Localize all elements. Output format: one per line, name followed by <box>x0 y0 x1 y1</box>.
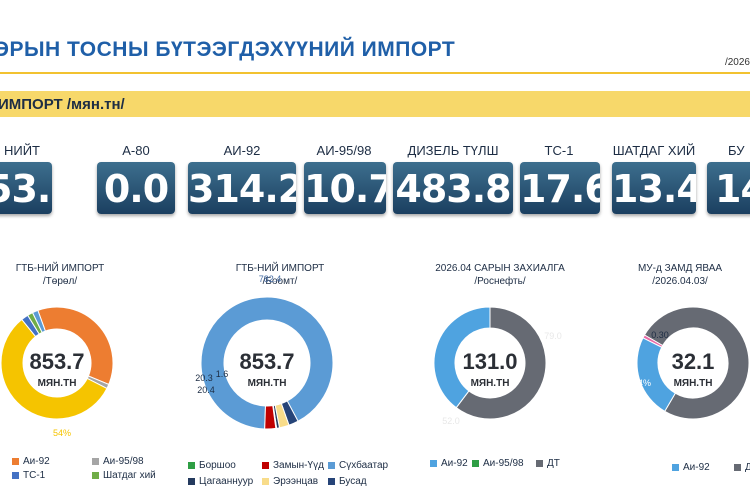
kpi-value-ts1: 17.6 <box>520 162 600 214</box>
kpi-label-other: БУ <box>728 143 745 158</box>
legend-swatch <box>188 477 195 485</box>
donut-center-value: 853.7 <box>239 349 294 374</box>
donut-data-label: 1.6 <box>216 369 229 379</box>
legend-item: Аи-95/98 <box>483 458 524 469</box>
donut-center-value: 32.1 <box>672 349 715 374</box>
donut-center-unit: МЯН.ТН <box>674 378 713 389</box>
kpi-label-ai92: АИ-92 <box>223 143 261 158</box>
donut-data-label: 52.0 <box>442 416 460 426</box>
kpi-label-ai95: АИ-95/98 <box>316 143 372 158</box>
donut-slice <box>31 309 47 334</box>
legend-swatch <box>12 471 19 479</box>
legend-swatch <box>188 461 195 469</box>
kpi-label-ts1: ТС-1 <box>544 143 574 158</box>
legend-item: Аи-92 <box>23 456 50 467</box>
legend-item: Замын-Үүд <box>273 460 324 471</box>
legend-swatch <box>262 477 269 485</box>
legend-swatch <box>672 463 679 471</box>
legend-item: Бусад <box>339 476 367 487</box>
chart3-title: 2026.04 САРЫН ЗАХИАЛГА <box>435 263 565 274</box>
chart1-subtitle: /Төрөл/ <box>42 276 78 287</box>
chart3-subtitle: /Роснефть/ <box>474 276 526 287</box>
legend-swatch <box>92 471 99 479</box>
donut-slice <box>636 337 676 413</box>
kpi-value-total: 53.7 <box>0 162 52 214</box>
legend-swatch <box>734 463 741 471</box>
report-date: /2026 <box>724 57 750 68</box>
kpi-value-ai95: 10.7 <box>304 162 386 214</box>
kpi-value-a80: 0.0 <box>97 162 175 214</box>
donut-data-label: 54% <box>53 428 71 438</box>
donut-data-label: 24% <box>633 378 651 388</box>
donut-center-value: 131.0 <box>462 349 517 374</box>
legend-item: ДТ <box>547 458 560 469</box>
donut-center-unit: МЯН.ТН <box>38 378 77 389</box>
legend-item: ТС-1 <box>23 470 46 481</box>
page-title: ЭРЫН ТОСНЫ БҮТЭЭГДЭХҮҮНИЙ ИМПОРТ <box>0 38 456 61</box>
donut-slice <box>643 306 750 420</box>
kpi-label-diesel: ДИЗЕЛЬ ТҮЛШ <box>407 143 499 158</box>
kpi-label-a80: А-80 <box>122 143 150 158</box>
kpi-label-total: НИЙТ <box>3 143 41 158</box>
kpi-value-diesel: 483.8 <box>393 162 513 214</box>
chart4-title: МУ-д ЗАМД ЯВАА <box>637 263 723 274</box>
legend-swatch <box>328 477 335 485</box>
legend-swatch <box>328 461 335 469</box>
chart1-title: ГТБ-НИЙ ИМПОРТ <box>15 263 105 274</box>
legend-item: Сүхбаатар <box>339 460 389 471</box>
section-title: ИМПОРТ /мян.тн/ <box>0 96 125 113</box>
legend-swatch <box>472 459 479 467</box>
donut-data-label: 0.30 <box>651 330 669 340</box>
legend-swatch <box>92 457 99 465</box>
legend-swatch <box>262 461 269 469</box>
donut-data-label: 782.4 <box>259 274 282 284</box>
donut-data-label: 20.4 <box>197 385 215 395</box>
donut-data-label: 79.0 <box>544 331 562 341</box>
kpi-value-other: 14 <box>707 162 750 214</box>
legend-item: Эрээнцав <box>273 476 319 487</box>
legend-item: Шатдаг хий <box>103 470 156 481</box>
section-bar <box>0 91 750 117</box>
donut-slice <box>642 334 664 348</box>
legend-item: Аи-92 <box>441 458 468 469</box>
legend-swatch <box>430 459 437 467</box>
title-underline <box>0 72 750 74</box>
legend-swatch <box>536 459 543 467</box>
donut-center-value: 853.7 <box>29 349 84 374</box>
legend-item: Цагааннуур <box>199 476 254 487</box>
kpi-value-ai92: 314.2 <box>188 162 296 214</box>
donut-slice <box>433 306 491 409</box>
donut-data-label: 20.3 <box>195 373 213 383</box>
donut-center-unit: МЯН.ТН <box>248 378 287 389</box>
kpi-label-gas: ШАТДАГ ХИЙ <box>612 143 696 158</box>
donut-center-unit: МЯН.ТН <box>471 378 510 389</box>
chart2-title: ГТБ-НИЙ ИМПОРТ <box>235 263 325 274</box>
legend-item: Аи-92 <box>683 462 710 473</box>
legend-item: Аи-95/98 <box>103 456 144 467</box>
legend-item: Боршоо <box>199 460 236 471</box>
chart4-subtitle: /2026.04.03/ <box>652 276 708 287</box>
kpi-value-gas: 13.4 <box>612 162 696 214</box>
chart2-subtitle: /Боомт/ <box>262 276 298 287</box>
donut-slice <box>455 306 547 420</box>
donut-slice <box>0 318 108 420</box>
donut-slice <box>200 296 334 430</box>
legend-swatch <box>12 457 19 465</box>
donut-slice <box>264 405 277 430</box>
legend-item: Д <box>745 462 750 473</box>
